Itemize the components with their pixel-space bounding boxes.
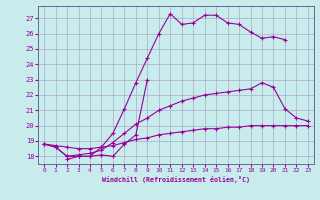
X-axis label: Windchill (Refroidissement éolien,°C): Windchill (Refroidissement éolien,°C) <box>102 176 250 183</box>
